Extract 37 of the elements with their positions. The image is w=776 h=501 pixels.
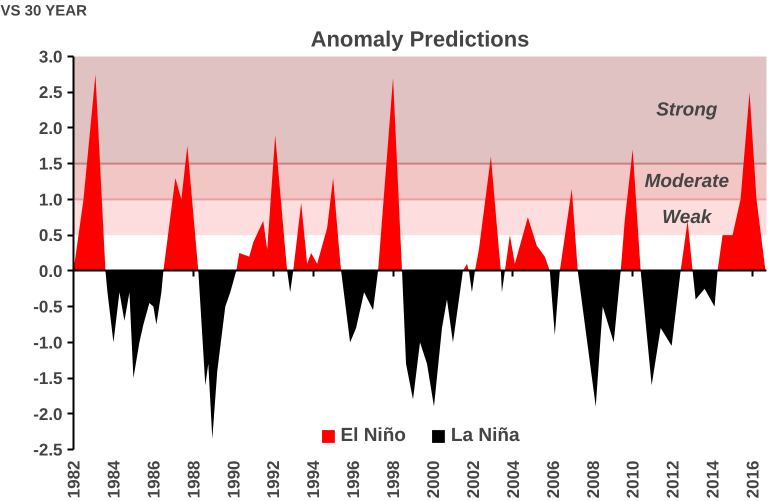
y-tick-label: 1.5 bbox=[38, 154, 63, 174]
x-tick-label: 2016 bbox=[744, 460, 763, 498]
band-label: Weak bbox=[662, 206, 713, 228]
x-tick-label: 1984 bbox=[104, 460, 124, 498]
y-tick-label: 2.0 bbox=[38, 118, 63, 138]
x-tick-label: 2002 bbox=[464, 460, 483, 498]
x-tick-label: 2010 bbox=[624, 460, 643, 498]
x-tick-label: 1996 bbox=[344, 460, 364, 498]
x-tick-label: 2006 bbox=[544, 460, 563, 498]
x-tick-label: 2000 bbox=[424, 460, 443, 498]
text: VS 30 YEAR bbox=[0, 2, 88, 20]
x-tick-label: 2014 bbox=[704, 460, 723, 498]
x-tick-label: 2012 bbox=[664, 460, 683, 498]
y-tick-label: -1.5 bbox=[33, 369, 63, 388]
band-label: Strong bbox=[656, 100, 718, 121]
y-tick-label: 0.0 bbox=[38, 262, 63, 281]
y-tick-label: 0.5 bbox=[38, 226, 63, 246]
chart-title: Anomaly Predictions bbox=[310, 26, 530, 52]
x-tick-label: 1986 bbox=[144, 460, 164, 498]
y-tick-label: -1.0 bbox=[33, 333, 63, 352]
x-tick-label: 1990 bbox=[224, 460, 244, 498]
x-tick-label: 1982 bbox=[64, 460, 84, 498]
y-tick-label: 1.0 bbox=[38, 190, 63, 210]
x-tick-label: 1988 bbox=[184, 460, 204, 498]
y-tick-label: -2.5 bbox=[33, 440, 63, 460]
x-tick-label: 2004 bbox=[504, 460, 523, 498]
x-tick-label: 1998 bbox=[384, 460, 404, 498]
x-tick-label: 1992 bbox=[264, 460, 284, 498]
y-tick-label: 3.0 bbox=[38, 48, 63, 66]
y-tick-label: 2.5 bbox=[38, 83, 63, 102]
x-tick-label: 2008 bbox=[584, 460, 603, 498]
band-label: Moderate bbox=[644, 171, 730, 192]
y-tick-label: -2.0 bbox=[33, 404, 63, 424]
x-tick-label: 1994 bbox=[304, 460, 324, 498]
y-tick-label: -0.5 bbox=[33, 298, 63, 317]
legend-label: El Niño bbox=[340, 425, 406, 447]
legend-label: La Niña bbox=[450, 425, 520, 447]
